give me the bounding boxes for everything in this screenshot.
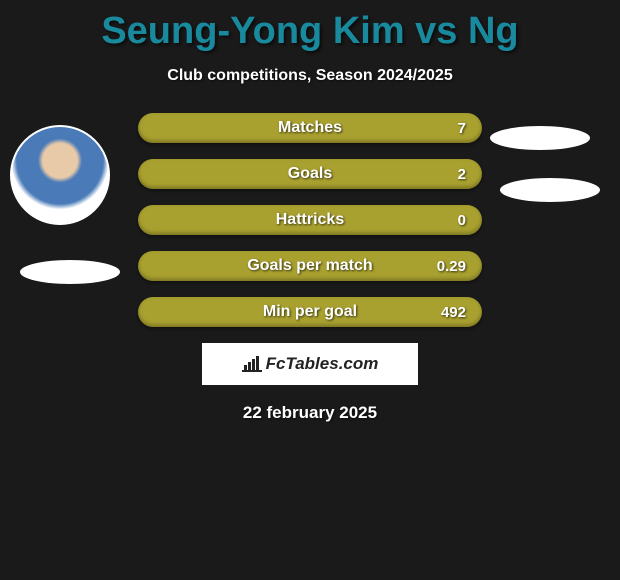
stat-bar: Matches 7 [138, 113, 482, 143]
stat-label: Min per goal [138, 303, 482, 321]
player-left-name-oval [20, 260, 120, 284]
bar-chart-icon [242, 356, 262, 372]
date-text: 22 february 2025 [0, 403, 620, 423]
player-left-avatar [10, 125, 110, 225]
stat-bar: Goals per match 0.29 [138, 251, 482, 281]
stat-label: Goals [138, 165, 482, 183]
stat-bar: Goals 2 [138, 159, 482, 189]
stat-value: 492 [441, 304, 466, 321]
stat-bar: Hattricks 0 [138, 205, 482, 235]
subtitle: Club competitions, Season 2024/2025 [0, 67, 620, 85]
stat-bars: Matches 7 Goals 2 Hattricks 0 Goals per … [138, 113, 482, 327]
stat-value: 7 [458, 120, 466, 137]
player-right-name-oval-1 [490, 126, 590, 150]
stat-label: Matches [138, 119, 482, 137]
stat-bar: Min per goal 492 [138, 297, 482, 327]
stat-label: Hattricks [138, 211, 482, 229]
stat-value: 2 [458, 166, 466, 183]
fctables-logo: FcTables.com [202, 343, 418, 385]
page-title: Seung-Yong Kim vs Ng [0, 0, 620, 53]
stat-label: Goals per match [138, 257, 482, 275]
stat-value: 0.29 [437, 258, 466, 275]
stat-value: 0 [458, 212, 466, 229]
player-right-name-oval-2 [500, 178, 600, 202]
logo-text: FcTables.com [266, 354, 379, 374]
